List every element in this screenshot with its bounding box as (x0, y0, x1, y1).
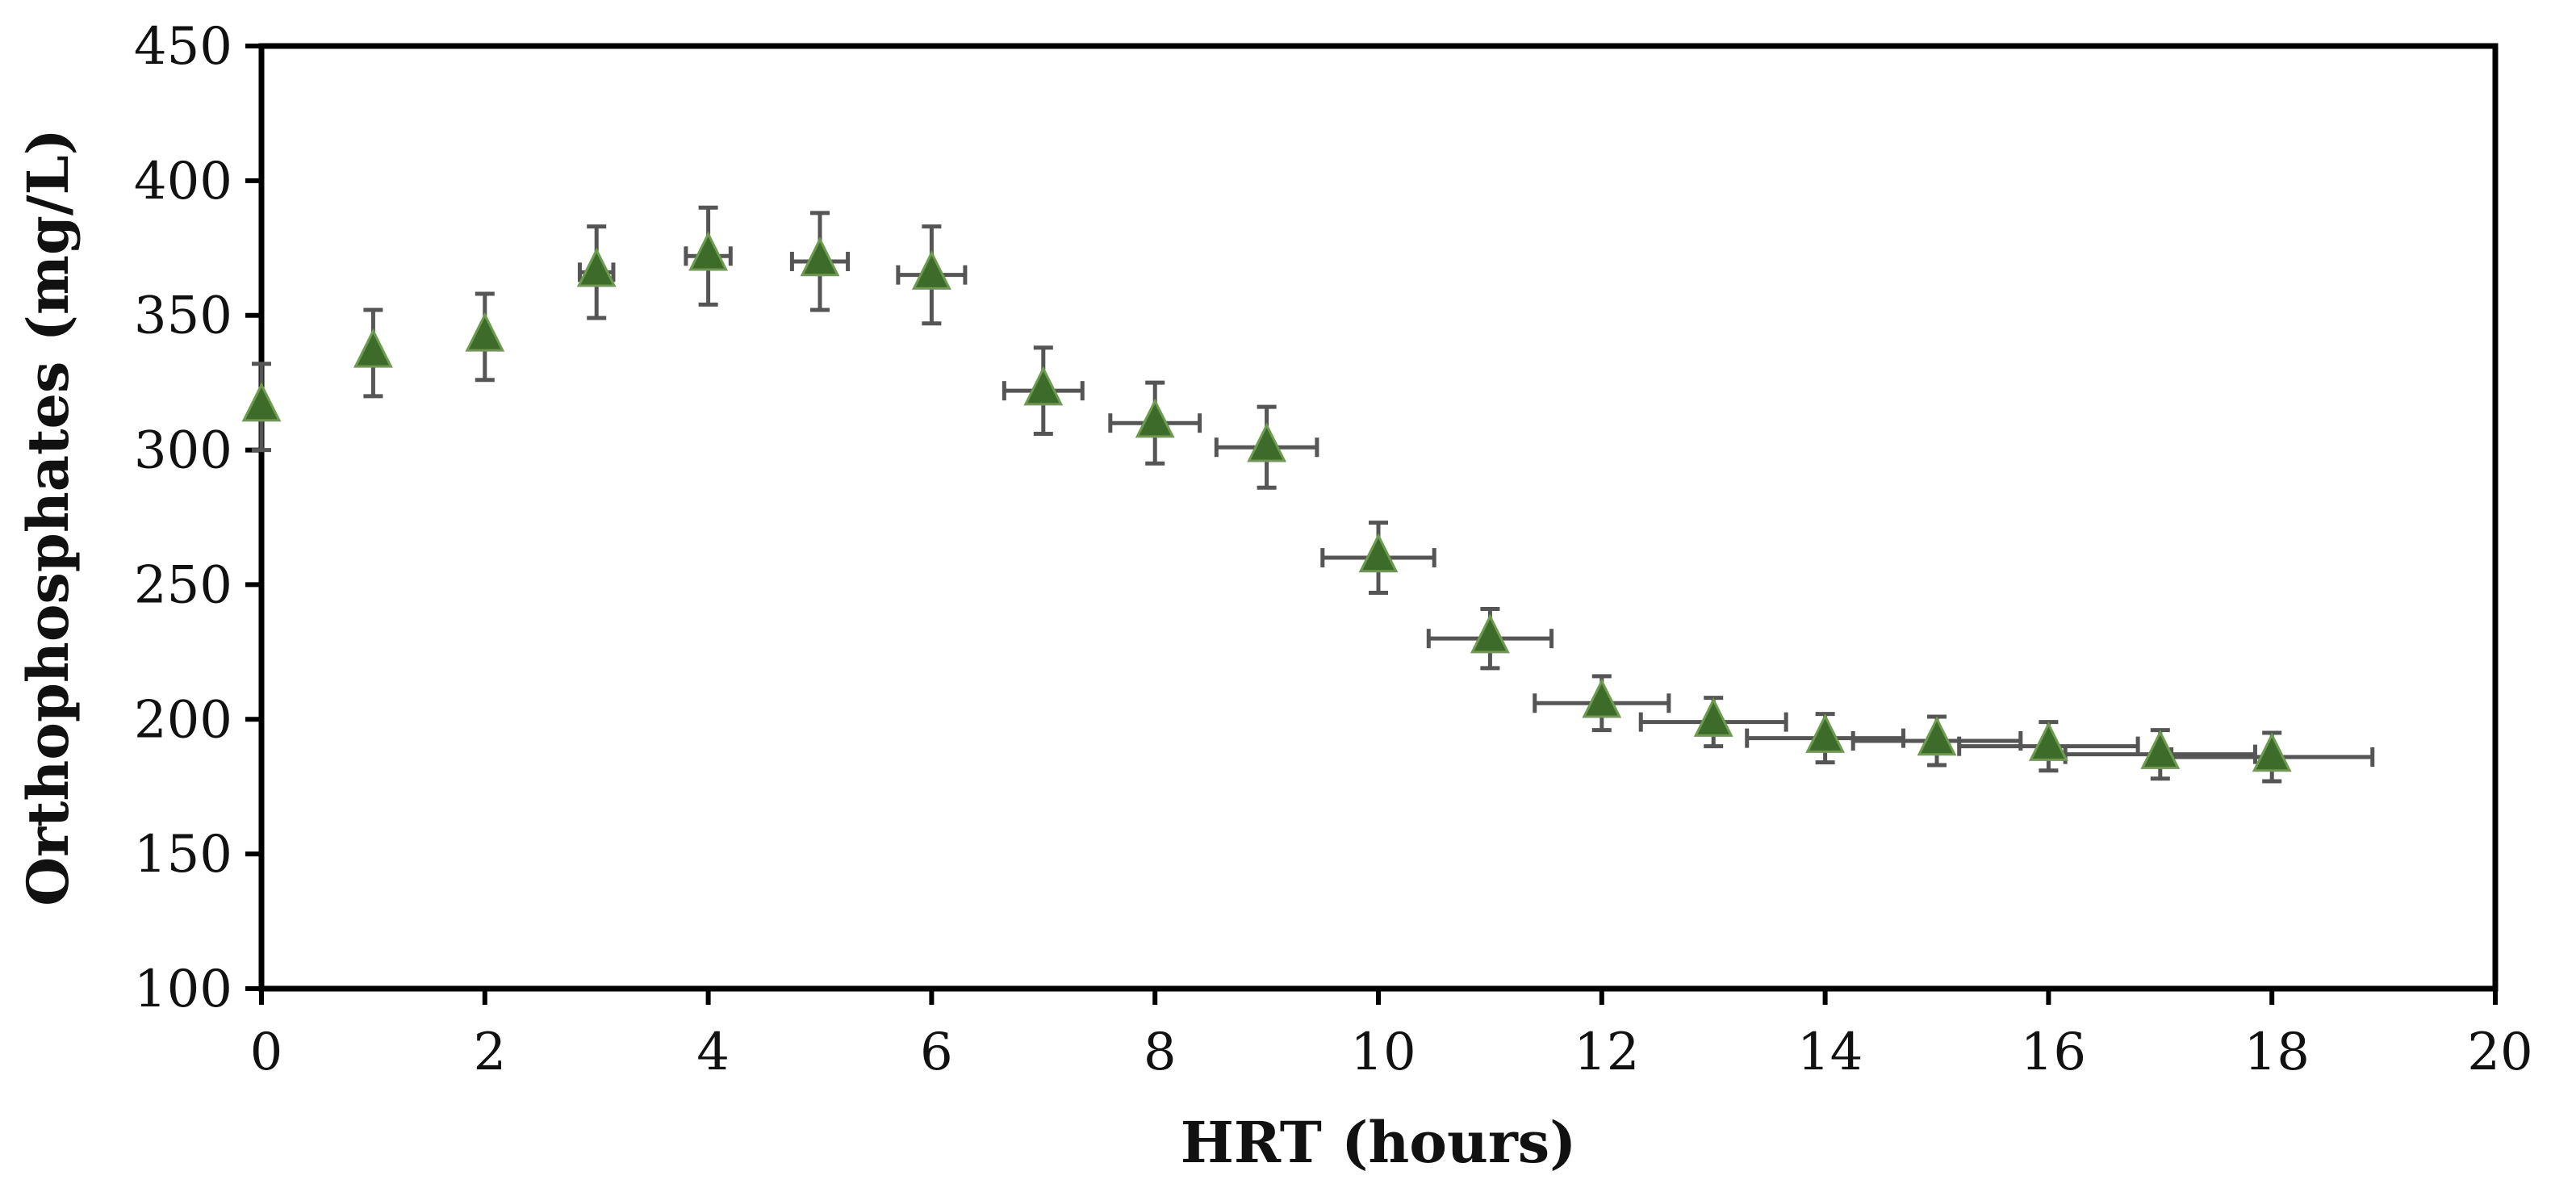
data-point-triangle (2252, 732, 2292, 772)
y-axis: 100 150 200 250 300 350 400 450 (134, 17, 261, 1019)
x-axis: 0 2 4 6 8 10 12 14 16 18 20 (250, 989, 2533, 1082)
x-tick-label: 14 (1797, 1023, 1863, 1082)
x-tick-label: 20 (2467, 1023, 2532, 1082)
data-point-triangle (241, 382, 282, 422)
y-tick-label: 250 (134, 555, 232, 615)
x-tick-label: 10 (1350, 1023, 1416, 1082)
x-tick-label: 8 (1144, 1023, 1177, 1082)
data-point-triangle (353, 328, 393, 368)
data-point-triangle (1358, 533, 1399, 573)
data-point-triangle (2140, 730, 2181, 769)
data-point-triangle (1023, 366, 1064, 406)
data-point-triangle (1135, 398, 1175, 438)
data-point-triangle (1582, 678, 1622, 718)
x-tick-label: 6 (920, 1023, 953, 1082)
x-tick-label: 18 (2244, 1023, 2309, 1082)
data-point-triangle (1247, 422, 1287, 462)
data-point-triangle (1693, 696, 1733, 737)
data-point-triangle (1917, 716, 1957, 756)
data-point-triangle (800, 236, 840, 277)
y-tick-label: 450 (134, 17, 232, 77)
x-axis-title: HRT (hours) (1181, 1109, 1577, 1176)
x-tick-label: 0 (250, 1023, 283, 1082)
data-point-triangle (465, 312, 505, 352)
plot-area (258, 43, 2499, 992)
y-axis-title: Orthophosphates (mg/L) (15, 128, 82, 906)
y-tick-label: 100 (134, 960, 232, 1019)
x-tick-label: 12 (1574, 1023, 1639, 1082)
data-point-triangle (576, 247, 617, 287)
y-tick-label: 300 (134, 421, 232, 481)
data-point-triangle (911, 250, 951, 290)
y-tick-label: 400 (134, 152, 232, 211)
y-tick-label: 200 (134, 690, 232, 750)
x-tick-label: 4 (696, 1023, 730, 1082)
data-point-triangle (688, 231, 729, 271)
x-tick-label: 16 (2021, 1023, 2086, 1082)
x-tick-label: 2 (473, 1023, 506, 1082)
data-point-triangle (2028, 722, 2068, 761)
y-tick-label: 150 (134, 825, 232, 885)
data-points (241, 231, 2292, 772)
data-point-triangle (1470, 613, 1510, 654)
y-tick-label: 350 (134, 287, 232, 346)
data-point-triangle (1805, 713, 1846, 753)
